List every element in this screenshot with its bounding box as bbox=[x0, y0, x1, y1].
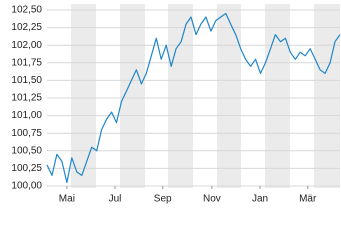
y-tick-label: 101,50 bbox=[11, 75, 42, 86]
band bbox=[168, 4, 193, 188]
y-tick-label: 101,75 bbox=[11, 57, 42, 68]
y-tick-label: 101,25 bbox=[11, 93, 42, 104]
x-tick-label: Jan bbox=[252, 194, 268, 205]
y-tick-label: 102,00 bbox=[11, 40, 42, 51]
y-tick-label: 101,00 bbox=[11, 110, 42, 121]
y-tick-label: 102,50 bbox=[11, 5, 42, 16]
chart: 100,00 100,25 100,50 100,75 101,00 101,25 101,… bbox=[11, 4, 341, 205]
y-tick-label: 100,00 bbox=[11, 181, 42, 192]
band bbox=[217, 4, 241, 188]
x-tick-label: Sep bbox=[154, 194, 172, 205]
price-line bbox=[46, 12, 341, 184]
x-tick-label: Mai bbox=[59, 194, 75, 205]
y-tick-label: 102,25 bbox=[11, 22, 42, 33]
x-tick-label: Nov bbox=[203, 194, 221, 205]
y-tick-label: 100,25 bbox=[11, 163, 42, 174]
month-bands bbox=[71, 4, 340, 188]
band bbox=[265, 4, 290, 188]
x-tick-label: Jul bbox=[109, 194, 122, 205]
y-tick-label: 100,75 bbox=[11, 128, 42, 139]
y-tick-label: 100,50 bbox=[11, 145, 42, 156]
band bbox=[71, 4, 96, 188]
band bbox=[314, 4, 340, 188]
x-tick-label: Mär bbox=[299, 194, 317, 205]
